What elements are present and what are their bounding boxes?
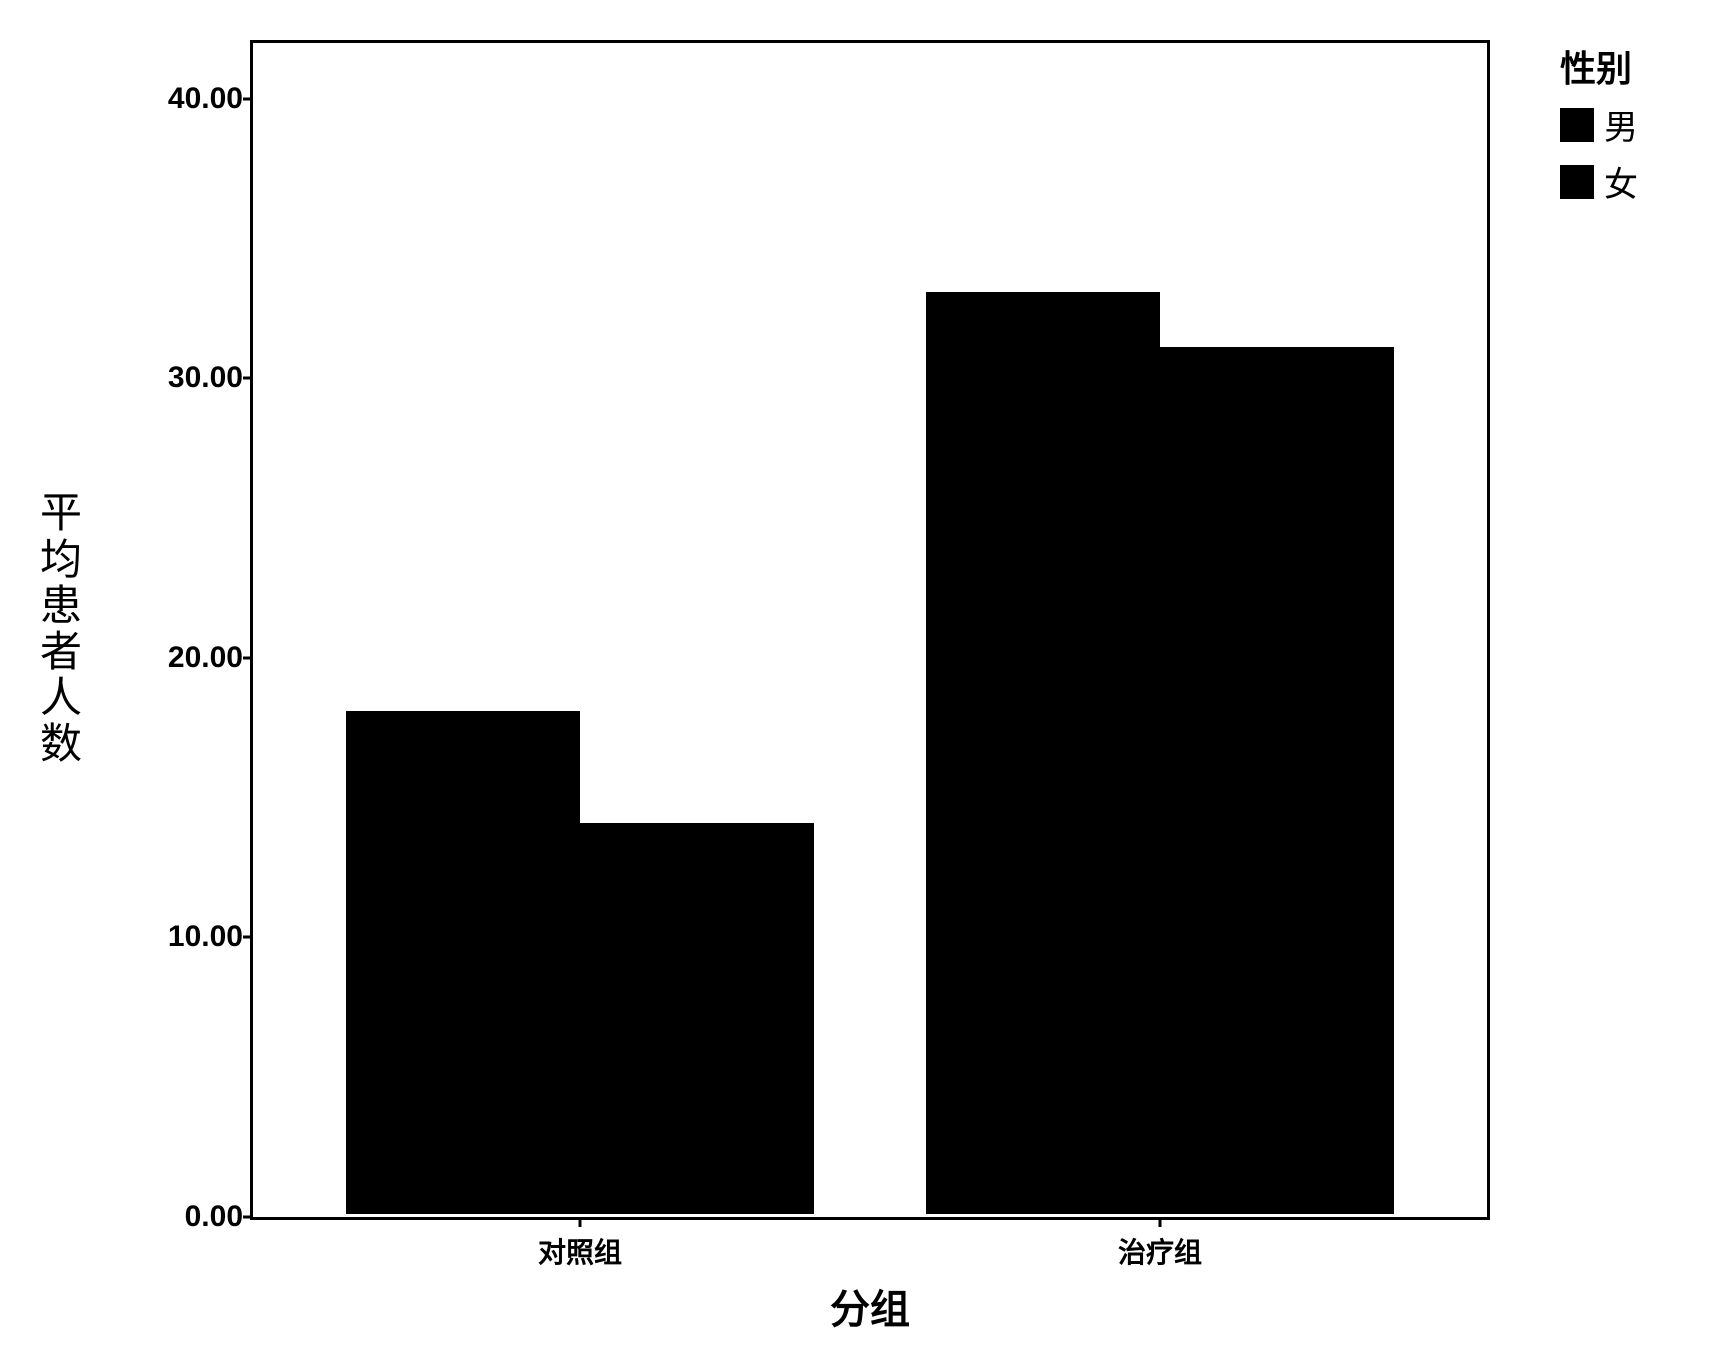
legend-swatch — [1560, 108, 1594, 142]
x-tick-mark — [579, 1217, 582, 1227]
y-tick-mark — [243, 656, 253, 659]
y-tick-mark — [243, 1216, 253, 1219]
legend-item: 男 — [1560, 100, 1638, 149]
legend-item: 女 — [1560, 157, 1638, 206]
legend-label: 男 — [1604, 100, 1638, 149]
x-axis-title: 分组 — [830, 1277, 910, 1335]
bar — [1160, 347, 1394, 1214]
chart-container: 0.0010.0020.0030.0040.00对照组治疗组分组 平均患者人数 … — [0, 0, 1732, 1364]
chart-wrap: 0.0010.0020.0030.0040.00对照组治疗组分组 平均患者人数 — [20, 10, 1520, 1350]
y-axis-title-char: 患 — [40, 584, 82, 630]
y-tick-label: 10.00 — [168, 920, 243, 954]
legend-label: 女 — [1604, 157, 1638, 206]
x-category-label: 治疗组 — [1118, 1231, 1202, 1271]
y-axis-title: 平均患者人数 — [40, 491, 82, 768]
y-axis-title-char: 均 — [40, 538, 82, 584]
y-tick-label: 30.00 — [168, 361, 243, 395]
y-tick-mark — [243, 377, 253, 380]
y-tick-label: 40.00 — [168, 82, 243, 116]
y-axis-title-char: 者 — [40, 630, 82, 676]
y-tick-mark — [243, 936, 253, 939]
y-axis-title-char: 平 — [40, 491, 82, 537]
bar — [580, 823, 814, 1214]
x-category-label: 对照组 — [538, 1231, 622, 1271]
plot-area: 0.0010.0020.0030.0040.00对照组治疗组分组 — [250, 40, 1490, 1220]
y-tick-label: 0.00 — [185, 1200, 243, 1234]
legend-title: 性别 — [1560, 40, 1638, 92]
bar — [926, 292, 1160, 1214]
x-tick-mark — [1158, 1217, 1161, 1227]
bar — [346, 711, 580, 1214]
y-axis-title-char: 数 — [40, 722, 82, 768]
y-axis-title-char: 人 — [40, 676, 82, 722]
legend: 性别 男女 — [1560, 40, 1638, 206]
y-tick-label: 20.00 — [168, 641, 243, 675]
y-tick-mark — [243, 97, 253, 100]
legend-swatch — [1560, 165, 1594, 199]
